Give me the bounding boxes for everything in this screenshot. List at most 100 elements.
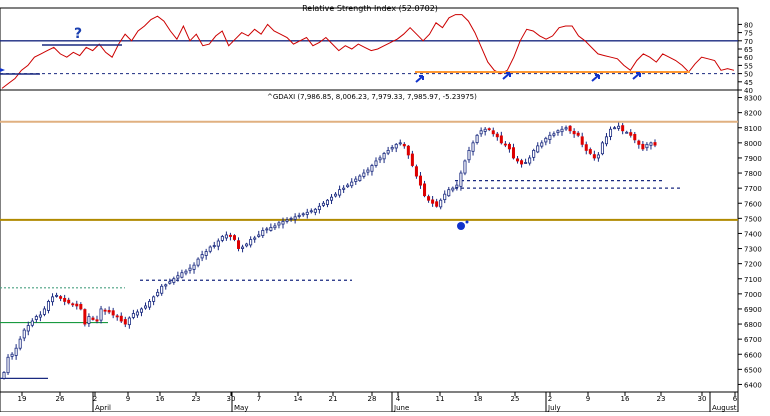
candle xyxy=(463,159,467,176)
candle-body xyxy=(629,132,633,136)
candle xyxy=(362,169,366,179)
candle-body xyxy=(617,125,621,129)
candle xyxy=(241,244,245,253)
candle xyxy=(42,306,46,317)
candle xyxy=(536,142,540,154)
candle-body xyxy=(289,217,293,220)
candle-body xyxy=(410,153,414,166)
candle-body xyxy=(75,303,79,307)
candle-body xyxy=(281,220,285,225)
candle xyxy=(289,216,293,222)
candlestick-series xyxy=(2,122,657,380)
candle xyxy=(204,248,208,260)
candle xyxy=(212,241,216,249)
price-title: ^GDAXI (7,986.85, 8,006.23, 7,979.33, 7,… xyxy=(267,93,477,101)
candle-body xyxy=(447,189,451,197)
candle-body xyxy=(297,214,301,217)
candle-body xyxy=(59,296,63,299)
x-tick-label: 25 xyxy=(511,395,520,403)
candle xyxy=(588,147,592,156)
candle xyxy=(366,167,370,176)
candle xyxy=(479,127,483,137)
candle-body xyxy=(386,149,390,154)
candle xyxy=(629,129,633,138)
candle-body xyxy=(119,315,123,322)
month-label: August xyxy=(712,404,737,412)
candle xyxy=(532,148,536,161)
candle xyxy=(224,231,228,241)
candle xyxy=(560,125,564,136)
price-y-tick-label: 6400 xyxy=(744,381,762,389)
candle-body xyxy=(358,175,362,182)
candle xyxy=(38,311,42,322)
candle xyxy=(507,142,511,153)
rsi-y-tick-label: 55 xyxy=(744,62,753,70)
candle xyxy=(277,221,281,229)
candle-body xyxy=(103,309,107,312)
candle-body xyxy=(261,230,265,236)
candle-body xyxy=(524,162,528,164)
candle-body xyxy=(216,240,220,247)
candle-body xyxy=(71,303,75,306)
candle xyxy=(633,131,637,144)
candle xyxy=(285,217,289,224)
candle xyxy=(528,155,532,166)
candle-body xyxy=(604,136,608,145)
candle-body xyxy=(507,143,511,150)
candle-body xyxy=(568,125,572,132)
rsi-arrow-icon xyxy=(632,72,641,80)
candle-body xyxy=(99,308,103,321)
candle-body xyxy=(503,143,507,146)
candle-body xyxy=(200,254,204,259)
candle-body xyxy=(475,134,479,143)
candle xyxy=(414,164,418,179)
month-label: May xyxy=(234,404,248,412)
question-mark: ? xyxy=(74,26,82,42)
candle xyxy=(459,170,463,191)
candle-body xyxy=(42,308,46,315)
candle-body xyxy=(83,309,87,325)
candle-body xyxy=(51,296,55,303)
candle xyxy=(483,126,487,136)
candle xyxy=(152,295,156,306)
candle xyxy=(253,235,257,243)
candle xyxy=(208,245,212,254)
candle-body xyxy=(443,193,447,201)
candle-body xyxy=(427,196,431,201)
candle-body xyxy=(22,329,26,339)
candle xyxy=(232,234,236,242)
candle-body xyxy=(528,157,532,164)
candle xyxy=(257,230,261,238)
candle xyxy=(131,309,135,320)
candle-body xyxy=(552,133,556,136)
candle-body xyxy=(516,158,520,162)
candle xyxy=(95,315,99,324)
candle-body xyxy=(160,285,164,294)
candle xyxy=(265,226,269,234)
x-tick-label: 21 xyxy=(329,395,338,403)
candle xyxy=(160,284,164,296)
x-tick-label: 7 xyxy=(257,395,261,403)
candle xyxy=(71,302,75,307)
candle-body xyxy=(127,317,131,326)
x-tick-label: 18 xyxy=(474,395,483,403)
candle-body xyxy=(637,140,641,145)
candle xyxy=(305,208,309,219)
candle-body xyxy=(30,320,34,326)
candle xyxy=(524,158,528,164)
candle-body xyxy=(653,142,657,146)
candle xyxy=(576,131,580,138)
rsi-y-tick-label: 40 xyxy=(744,87,753,95)
price-y-tick-label: 7900 xyxy=(744,155,762,163)
candle xyxy=(67,297,71,305)
candle-body xyxy=(556,130,560,133)
x-tick-label: 2 xyxy=(93,395,97,403)
candle-body xyxy=(390,146,394,150)
candle xyxy=(2,371,6,380)
candle-body xyxy=(111,310,115,316)
x-tick-label: 23 xyxy=(192,395,201,403)
candle xyxy=(99,305,103,324)
candle-body xyxy=(237,240,241,249)
candle-body xyxy=(609,128,613,137)
candle xyxy=(164,283,168,290)
